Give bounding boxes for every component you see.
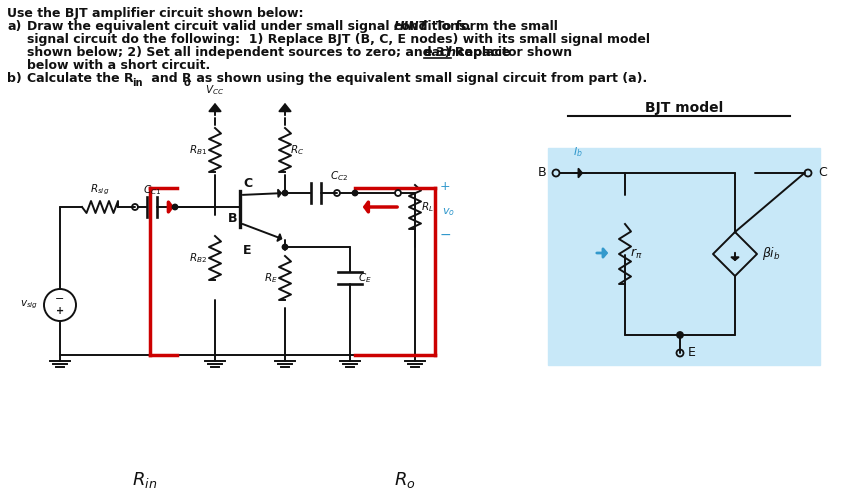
Circle shape bbox=[352, 191, 357, 196]
Text: capacitor shown: capacitor shown bbox=[453, 46, 572, 59]
Text: B: B bbox=[227, 212, 237, 225]
Text: Calculate the R: Calculate the R bbox=[27, 72, 134, 85]
Text: BJT model: BJT model bbox=[645, 101, 723, 115]
Text: signal circuit do the following:  1) Replace BJT (B, C, E nodes) with its small : signal circuit do the following: 1) Repl… bbox=[27, 33, 650, 46]
Text: +: + bbox=[440, 180, 451, 194]
Text: :  To form the small: : To form the small bbox=[422, 20, 558, 33]
Text: Draw the equivalent circuit valid under small signal conditions.: Draw the equivalent circuit valid under … bbox=[27, 20, 480, 33]
Text: +: + bbox=[56, 306, 64, 316]
Circle shape bbox=[173, 205, 178, 209]
Text: $R_L$: $R_L$ bbox=[421, 200, 434, 214]
Circle shape bbox=[677, 332, 683, 338]
Text: below with a short circuit.: below with a short circuit. bbox=[27, 59, 210, 72]
Text: $C_E$: $C_E$ bbox=[358, 271, 372, 285]
Text: $R_C$: $R_C$ bbox=[290, 143, 305, 157]
Text: $R_E$: $R_E$ bbox=[264, 271, 278, 285]
Text: E: E bbox=[243, 244, 252, 257]
Text: $V_{CC}$: $V_{CC}$ bbox=[205, 83, 225, 97]
Text: C: C bbox=[818, 166, 827, 179]
Text: $R_{in}$: $R_{in}$ bbox=[133, 470, 157, 490]
Text: E: E bbox=[688, 346, 696, 360]
Text: and R: and R bbox=[147, 72, 191, 85]
Text: HINT: HINT bbox=[394, 20, 428, 33]
Text: $R_{B2}$: $R_{B2}$ bbox=[189, 251, 207, 265]
Text: shown below; 2) Set all independent sources to zero; and 3) Replace: shown below; 2) Set all independent sour… bbox=[27, 46, 515, 59]
Text: $R_o$: $R_o$ bbox=[394, 470, 416, 490]
Text: $R_{B1}$: $R_{B1}$ bbox=[189, 143, 207, 157]
Text: Use the BJT amplifier circuit shown below:: Use the BJT amplifier circuit shown belo… bbox=[7, 7, 304, 20]
Circle shape bbox=[283, 245, 288, 249]
Text: B: B bbox=[537, 166, 546, 179]
Text: $v_o$: $v_o$ bbox=[442, 206, 455, 218]
FancyBboxPatch shape bbox=[548, 148, 820, 365]
Text: in: in bbox=[132, 78, 142, 88]
Text: $C_{C2}$: $C_{C2}$ bbox=[330, 169, 348, 183]
Text: $R_{sig}$: $R_{sig}$ bbox=[90, 183, 110, 197]
Text: −: − bbox=[440, 228, 452, 242]
Text: as shown using the equivalent small signal circuit from part (a).: as shown using the equivalent small sign… bbox=[192, 72, 648, 85]
Text: $r_\pi$: $r_\pi$ bbox=[630, 247, 643, 261]
Text: each: each bbox=[424, 46, 457, 59]
Text: o: o bbox=[184, 78, 191, 88]
Text: −: − bbox=[55, 294, 65, 304]
Text: a): a) bbox=[7, 20, 21, 33]
Text: $I_b$: $I_b$ bbox=[573, 145, 583, 159]
Text: $C_{C1}$: $C_{C1}$ bbox=[143, 183, 161, 197]
Circle shape bbox=[283, 191, 288, 196]
Text: $v_{sig}$: $v_{sig}$ bbox=[20, 299, 38, 311]
Text: C: C bbox=[243, 177, 252, 190]
Text: b): b) bbox=[7, 72, 22, 85]
Text: $\beta i_b$: $\beta i_b$ bbox=[762, 246, 780, 262]
